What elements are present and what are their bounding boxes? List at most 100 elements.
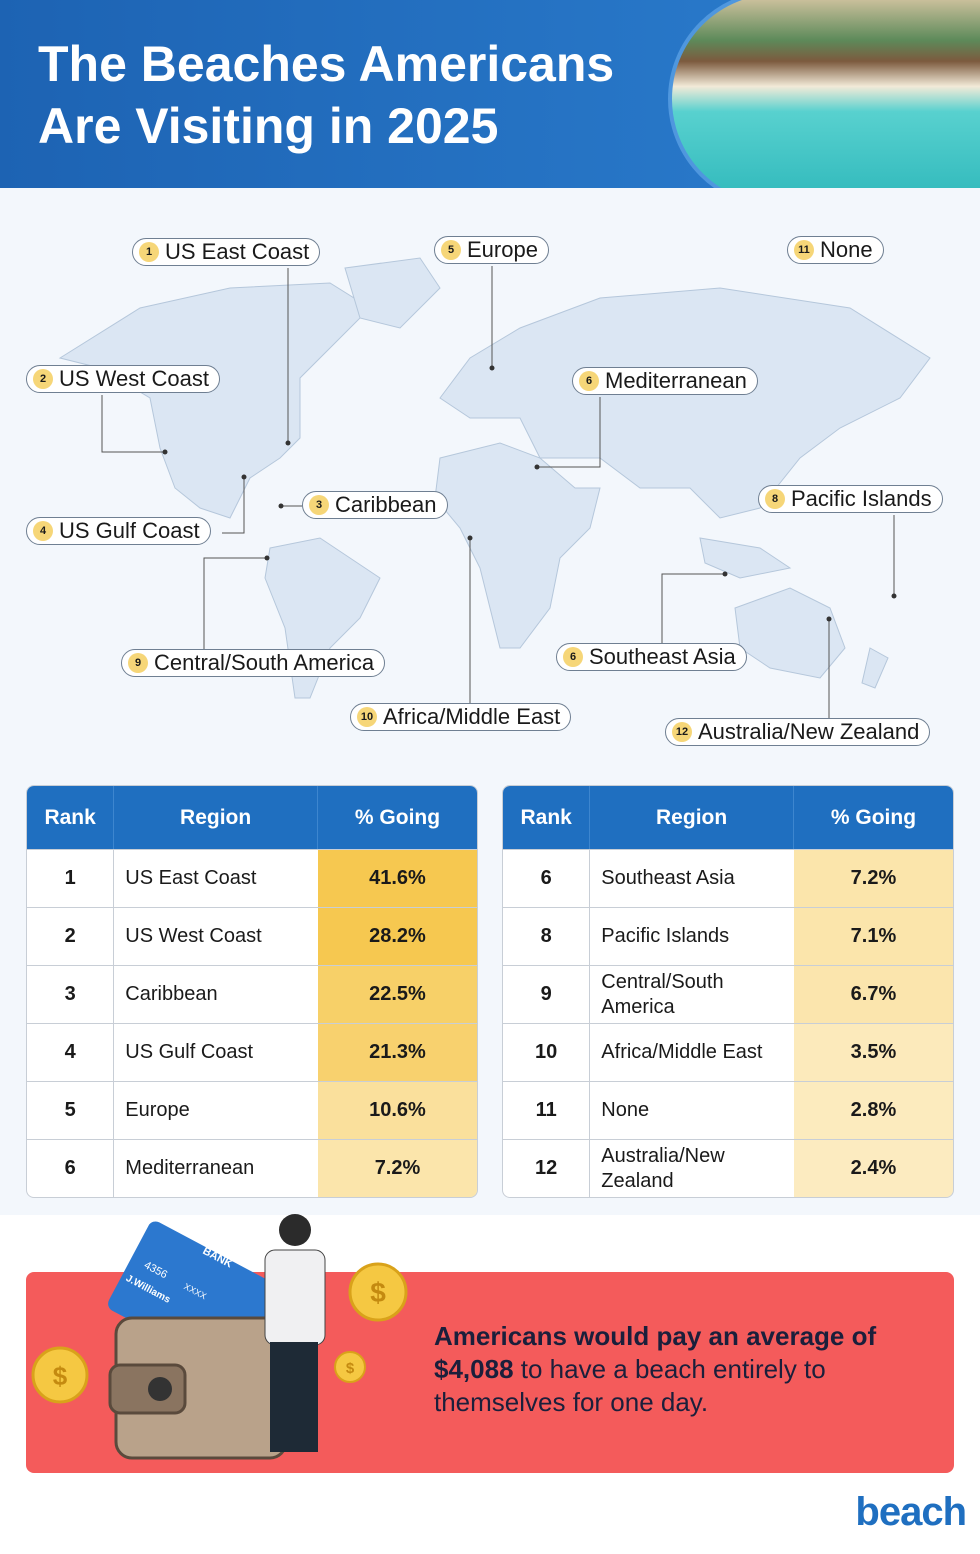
table-cell: 4 [27, 1023, 115, 1081]
rank-badge: 6 [579, 371, 599, 391]
region-name: Southeast Asia [589, 644, 736, 669]
rank-badge: 2 [33, 369, 53, 389]
table-row: 6 Southeast Asia 7.2% [503, 849, 953, 907]
person-shirt [264, 1249, 326, 1346]
illustration: BANK 4356 XXXX J.Williams $ $ $ [31, 1214, 408, 1460]
pin [826, 616, 832, 622]
rank-badge: 12 [672, 722, 692, 742]
table-cell: Mediterranean [114, 1139, 318, 1197]
rank-badge: 10 [357, 707, 377, 727]
region-name: Mediterranean [605, 368, 747, 393]
column-header: Region [590, 786, 794, 849]
table-cell: 22.5% [317, 965, 477, 1023]
coin [31, 1346, 89, 1404]
table-cell: 2.8% [793, 1081, 953, 1139]
beach-photo [668, 0, 980, 188]
pin [264, 555, 270, 561]
table-cell: 9 [503, 965, 591, 1023]
region-name: US East Coast [165, 239, 310, 264]
rank-badge: 11 [794, 240, 814, 260]
table-cell: 28.2% [317, 907, 477, 965]
table-cell: Europe [114, 1081, 318, 1139]
leader-line [661, 573, 725, 643]
table-cell: US Gulf Coast [114, 1023, 318, 1081]
callout-regular: to have a beach entirely to themselves f… [434, 1354, 826, 1417]
map-label: 5 Europe [434, 236, 549, 264]
table-cell: Caribbean [114, 965, 318, 1023]
rank-badge: 1 [139, 242, 159, 262]
region-name: Pacific Islands [791, 486, 932, 511]
map-label: 12 Australia/New Zealand [665, 718, 931, 746]
table-cell: 7.2% [317, 1139, 477, 1197]
table-row: 8 Pacific Islands 7.1% [503, 907, 953, 965]
table-row: 4 US Gulf Coast 21.3% [27, 1023, 477, 1081]
pin [162, 449, 168, 455]
map-label: 1 US East Coast [132, 238, 321, 266]
header-row: Rank Region% Going [27, 786, 477, 849]
table-cell: Central/South America [590, 965, 794, 1023]
rank-badge: 8 [765, 489, 785, 509]
wallet-button [148, 1377, 172, 1401]
pin [285, 440, 291, 446]
table-cell: 5 [27, 1081, 115, 1139]
table-row: 10 Africa/Middle East 3.5% [503, 1023, 953, 1081]
table-cell: 1 [27, 849, 115, 907]
table-row: 1 US East Coast 41.6% [27, 849, 477, 907]
table-cell: 7.1% [793, 907, 953, 965]
column-header: Region [114, 786, 318, 849]
table-cell: 12 [503, 1139, 591, 1197]
title: The Beaches Americans [38, 36, 615, 92]
rank-badge: 3 [309, 495, 329, 515]
pin [467, 535, 473, 541]
region-name: Australia/New Zealand [698, 719, 920, 744]
pin [722, 571, 728, 577]
region-name: Caribbean [335, 492, 437, 517]
region-name: US Gulf Coast [59, 518, 200, 543]
coin-symbol: $ [53, 1361, 68, 1391]
table-cell: 11 [503, 1081, 591, 1139]
leader-lines [101, 266, 897, 718]
table-row: 12 Australia/New Zealand 2.4% [503, 1139, 953, 1197]
callout-bold: Americans would pay an average of $4,088 [434, 1321, 877, 1384]
table-row: 3 Caribbean 22.5% [27, 965, 477, 1023]
table-row: 5 Europe 10.6% [27, 1081, 477, 1139]
region-name: Europe [467, 237, 538, 262]
table-cell: 7.2% [793, 849, 953, 907]
world-map [58, 257, 931, 718]
map-label: 2 US West Coast [26, 365, 220, 393]
table-cell: 8 [503, 907, 591, 965]
ranking-table: Rank Region% Going 1 US East Coast 41.6% 2 US … [26, 785, 478, 1198]
table-cell: 2 [27, 907, 115, 965]
region-name: US West Coast [59, 366, 209, 391]
column-header: Rank [27, 786, 115, 849]
rank-badge: 5 [441, 240, 461, 260]
person-head [279, 1214, 311, 1246]
table-cell: Southeast Asia [590, 849, 794, 907]
callout-text: Americans would pay an average of $4,088… [434, 1320, 914, 1419]
pin [534, 464, 540, 470]
table-cell: US West Coast [114, 907, 318, 965]
header: The Beaches Americans Are Visiting in 20… [0, 0, 980, 188]
table-cell: 6 [27, 1139, 115, 1197]
map-label: 4 US Gulf Coast [26, 517, 211, 545]
map-label: 6 Southeast Asia [556, 643, 747, 671]
rank-badge: 4 [33, 521, 53, 541]
table-cell: None [590, 1081, 794, 1139]
table-cell: 10 [503, 1023, 591, 1081]
table-row: 11 None 2.8% [503, 1081, 953, 1139]
table-cell: 3.5% [793, 1023, 953, 1081]
leader-line [537, 397, 601, 468]
table-row: 2 US West Coast 28.2% [27, 907, 477, 965]
table-row: 6 Mediterranean 7.2% [27, 1139, 477, 1197]
table-cell: Australia/New Zealand [590, 1139, 794, 1197]
table-cell: 21.3% [317, 1023, 477, 1081]
table-cell: US East Coast [114, 849, 318, 907]
pin [489, 365, 495, 371]
title: Are Visiting in 2025 [38, 98, 499, 154]
column-header: % Going [317, 786, 477, 849]
table-cell: 6 [503, 849, 591, 907]
wallet-clasp [108, 1363, 187, 1415]
rank-badge: 9 [128, 653, 148, 673]
column-header: % Going [793, 786, 953, 849]
